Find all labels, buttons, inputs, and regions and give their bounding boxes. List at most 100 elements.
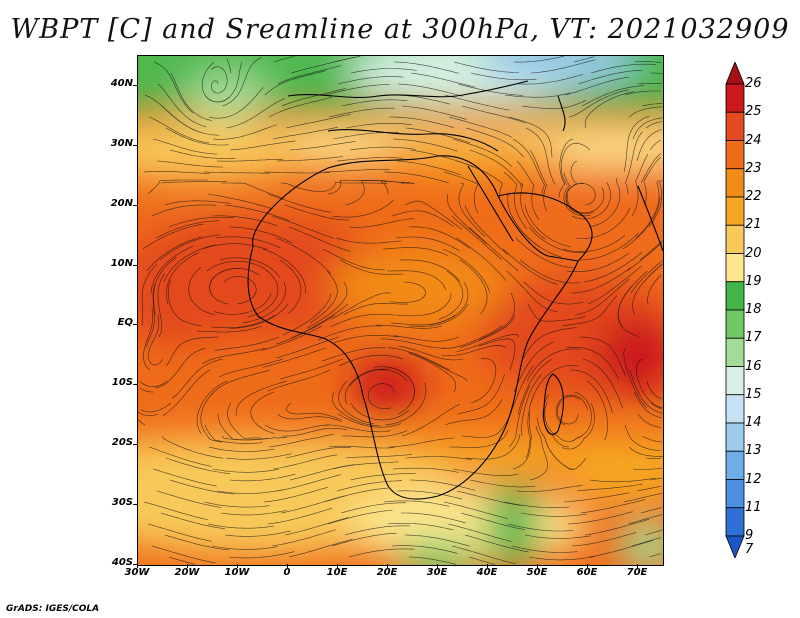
lon-tick-mark <box>337 564 338 568</box>
streamline <box>281 88 346 107</box>
streamline <box>260 325 323 351</box>
streamline <box>387 270 447 291</box>
streamline <box>515 237 574 268</box>
streamline <box>388 437 455 448</box>
streamline <box>517 359 552 415</box>
streamline <box>224 530 291 537</box>
streamline <box>401 403 460 437</box>
streamline <box>625 131 643 195</box>
streamline <box>216 489 283 494</box>
streamline <box>215 236 281 249</box>
lat-tick-mark <box>133 84 137 86</box>
streamline <box>513 56 565 63</box>
streamline <box>573 56 595 63</box>
streamline <box>155 347 207 389</box>
streamline <box>562 235 626 252</box>
streamline <box>408 351 468 382</box>
streamline <box>166 252 200 305</box>
streamline <box>396 490 463 500</box>
streamline <box>409 479 476 491</box>
streamline <box>404 534 470 547</box>
lat-tick-label: 30S <box>111 497 133 509</box>
streamline <box>631 537 661 547</box>
streamline <box>587 265 642 305</box>
streamline <box>281 428 348 437</box>
streamline <box>164 534 230 551</box>
lon-tick-mark <box>587 564 588 568</box>
streamline <box>636 486 661 492</box>
streamline <box>196 380 228 434</box>
streamline <box>635 179 660 239</box>
streamline <box>188 266 216 316</box>
streamline <box>441 345 507 356</box>
streamline <box>165 127 229 146</box>
streamlines <box>138 56 663 565</box>
lon-tick-label: 40E <box>476 567 498 578</box>
streamline <box>468 226 519 272</box>
streamline <box>228 303 289 329</box>
streamline <box>209 268 240 305</box>
streamline <box>632 467 663 470</box>
streamline <box>165 336 220 367</box>
streamline <box>155 220 220 239</box>
lat-tick-mark <box>133 324 137 326</box>
streamline <box>345 454 412 459</box>
streamline <box>586 380 608 441</box>
streamline <box>162 369 211 417</box>
streamline <box>640 507 662 514</box>
streamline <box>272 454 338 470</box>
streamline <box>204 424 263 444</box>
streamline <box>650 402 662 410</box>
streamline <box>503 501 570 508</box>
streamline <box>649 139 662 151</box>
streamline <box>168 217 234 228</box>
streamline <box>636 129 662 162</box>
streamline <box>393 61 459 74</box>
streamline <box>268 97 332 118</box>
colorbar-swatch <box>725 422 745 452</box>
streamline <box>455 237 507 281</box>
map-svg <box>138 56 663 565</box>
streamline <box>404 200 462 230</box>
streamline <box>214 336 280 351</box>
streamline <box>228 551 295 559</box>
lon-tick-label: 50E <box>526 567 548 578</box>
streamline <box>508 116 553 158</box>
streamline <box>169 149 236 159</box>
colorbar-swatch <box>725 366 745 396</box>
streamline <box>272 126 338 140</box>
streamline <box>561 402 595 450</box>
streamline <box>202 243 268 251</box>
lon-tick-label: 20W <box>174 567 200 578</box>
streamline <box>629 369 663 414</box>
streamline <box>383 500 450 507</box>
colorbar-label: 23 <box>745 160 762 176</box>
streamline <box>456 490 522 506</box>
streamline <box>440 325 503 349</box>
streamline <box>247 270 279 318</box>
streamline <box>380 338 447 349</box>
streamline <box>207 193 273 209</box>
colorbar-swatch <box>725 168 745 198</box>
lat-tick-mark <box>133 264 137 266</box>
lon-tick-label: 30W <box>124 567 150 578</box>
streamline <box>267 193 332 213</box>
streamline <box>196 325 263 333</box>
streamline <box>206 261 269 272</box>
streamline <box>507 523 574 532</box>
streamline <box>645 121 663 129</box>
lon-tick-label: 30E <box>426 567 448 578</box>
streamline <box>382 247 448 256</box>
colorbar-swatch <box>725 140 745 170</box>
streamline <box>275 314 336 345</box>
streamline <box>288 226 351 252</box>
streamline <box>223 276 257 305</box>
lat-tick-label: 40S <box>111 557 133 568</box>
lat-tick-mark <box>133 504 137 506</box>
streamline <box>529 149 548 212</box>
streamline <box>578 336 626 376</box>
streamline <box>268 434 334 448</box>
streamline <box>388 347 451 371</box>
lon-tick-mark <box>137 564 138 568</box>
streamline <box>280 495 345 514</box>
